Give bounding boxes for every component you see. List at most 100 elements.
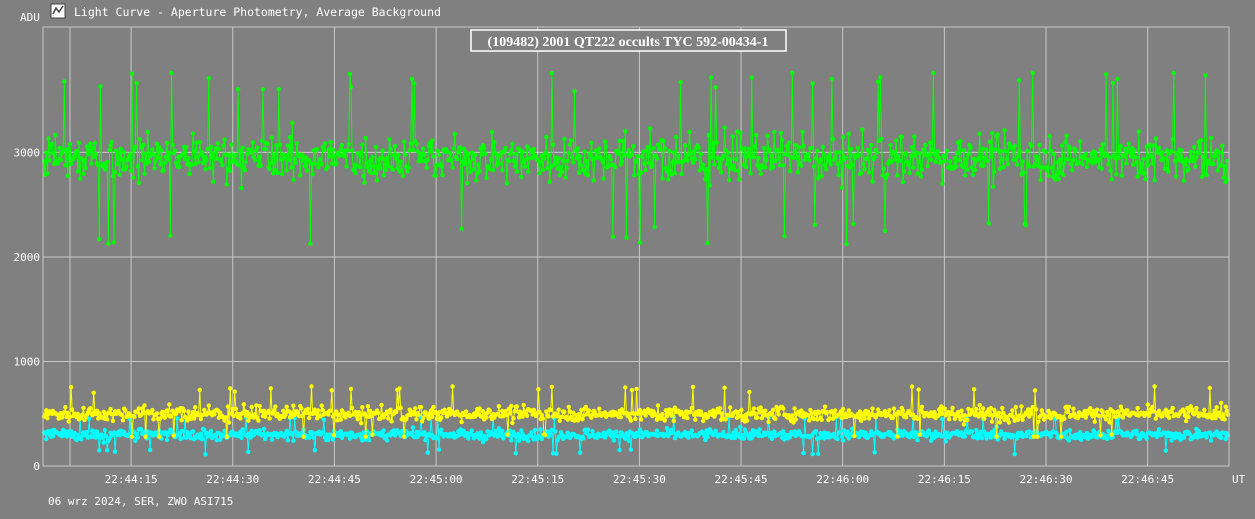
data-point — [1052, 152, 1057, 157]
data-point — [537, 409, 542, 414]
data-point — [664, 425, 670, 431]
data-point — [1161, 156, 1166, 161]
data-point — [963, 157, 969, 162]
data-point — [829, 76, 834, 82]
data-point — [1216, 410, 1222, 415]
data-point — [650, 162, 655, 167]
data-point — [1056, 176, 1061, 182]
data-point — [261, 426, 267, 432]
data-point — [321, 147, 327, 153]
data-point — [422, 152, 427, 157]
data-point — [731, 163, 736, 168]
data-point — [140, 406, 145, 411]
app-icon[interactable] — [50, 3, 66, 19]
data-point — [654, 428, 660, 433]
data-point — [439, 164, 444, 169]
data-point — [366, 437, 372, 443]
data-point — [1208, 438, 1214, 443]
data-point — [220, 162, 225, 168]
data-point — [583, 404, 588, 410]
data-point — [1223, 436, 1228, 442]
data-point — [206, 403, 211, 408]
data-point — [105, 159, 110, 164]
data-point — [541, 156, 547, 161]
data-point — [553, 429, 558, 434]
data-point — [308, 241, 313, 246]
data-point — [587, 408, 592, 413]
data-point — [206, 76, 211, 81]
data-point — [312, 161, 318, 166]
data-point — [90, 413, 95, 418]
data-point — [1219, 435, 1224, 440]
data-point — [547, 179, 552, 185]
data-point — [1088, 406, 1093, 411]
data-point — [194, 140, 199, 145]
data-point — [394, 409, 399, 415]
data-point — [309, 384, 314, 389]
data-point — [401, 139, 407, 144]
data-point — [259, 138, 264, 143]
data-point — [816, 176, 821, 181]
data-point — [117, 172, 122, 177]
data-point — [274, 143, 279, 148]
data-point — [774, 404, 779, 410]
data-point — [565, 417, 570, 422]
data-point — [590, 428, 595, 434]
data-point — [116, 150, 121, 155]
data-point — [484, 436, 489, 442]
data-point — [63, 163, 68, 168]
data-point — [556, 156, 561, 161]
data-point — [1014, 162, 1020, 167]
data-point — [251, 154, 257, 160]
data-point — [689, 428, 695, 433]
data-point — [870, 406, 875, 411]
data-point — [93, 152, 99, 157]
data-point — [761, 146, 767, 151]
data-point — [619, 159, 625, 164]
data-point — [754, 132, 759, 138]
data-point — [757, 427, 762, 432]
data-point — [1199, 174, 1205, 179]
data-point — [1015, 154, 1021, 159]
data-point — [190, 409, 196, 415]
data-point — [524, 144, 530, 149]
data-point — [401, 434, 407, 439]
data-point — [536, 387, 541, 392]
data-point — [815, 417, 820, 422]
data-point — [962, 434, 968, 439]
data-point — [132, 414, 137, 419]
data-point — [98, 84, 103, 89]
y-tick-label: 3000 — [14, 146, 41, 159]
data-point — [117, 433, 122, 438]
data-point — [716, 410, 722, 415]
data-point — [661, 139, 666, 144]
data-point — [368, 408, 373, 414]
data-point — [1005, 162, 1011, 167]
x-tick-label: 22:45:15 — [511, 473, 564, 486]
data-point — [638, 170, 644, 175]
data-point — [1149, 154, 1154, 159]
data-point — [1067, 428, 1073, 433]
data-point — [900, 408, 906, 413]
data-point — [1071, 406, 1076, 411]
data-point — [469, 428, 474, 433]
data-point — [909, 384, 915, 389]
data-point — [1201, 154, 1206, 160]
data-point — [1057, 157, 1063, 162]
data-point — [247, 431, 252, 436]
data-point — [1017, 78, 1022, 83]
data-point — [108, 406, 113, 412]
data-point — [813, 156, 819, 161]
data-point — [489, 129, 495, 135]
data-point — [305, 406, 311, 412]
data-point — [576, 170, 582, 175]
data-point — [203, 166, 208, 172]
data-point — [820, 144, 825, 150]
data-point — [293, 160, 298, 165]
data-point — [496, 404, 502, 409]
data-point — [431, 404, 436, 410]
data-point — [404, 416, 409, 422]
data-point — [109, 139, 114, 145]
data-point — [70, 407, 75, 412]
data-point — [1214, 405, 1219, 410]
